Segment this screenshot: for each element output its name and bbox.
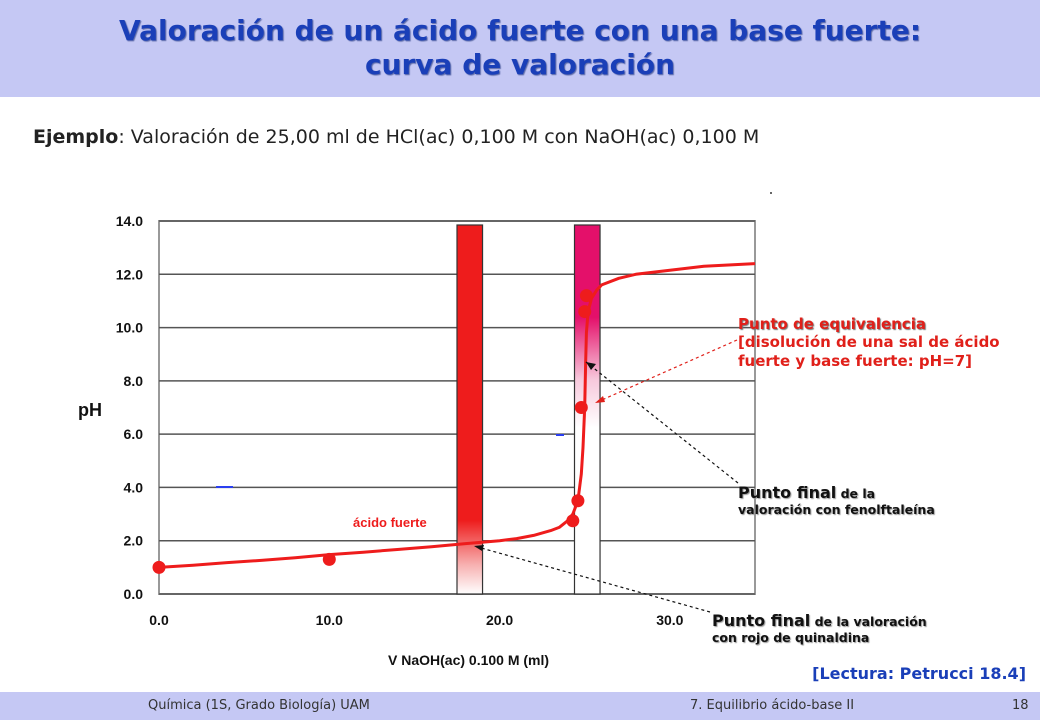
endpoint-quin-small: de la valoración <box>810 614 927 629</box>
y-tick-label: 2.0 <box>124 533 144 549</box>
annotation-endpoint-phenolphthalein: Punto final de la valoración con fenolft… <box>738 483 1018 518</box>
x-tick-label: 0.0 <box>149 612 169 628</box>
footer-topic: 7. Equilibrio ácido-base II <box>690 698 855 713</box>
annotation-arrows <box>473 339 739 613</box>
footer-page-number: 18 <box>1012 698 1029 713</box>
endpoint-quin-line2: con rojo de quinaldina <box>712 630 870 645</box>
title-line-1: Valoración de un ácido fuerte con una ba… <box>118 14 922 47</box>
page-title: Valoración de un ácido fuerte con una ba… <box>0 14 1040 82</box>
y-tick-label: 10.0 <box>116 320 143 336</box>
stray-dot <box>770 192 772 194</box>
reading-reference: [Lectura: Petrucci 18.4] <box>812 664 1026 683</box>
equivalence-title: Punto de equivalencia <box>738 315 926 333</box>
y-tick-label: 0.0 <box>124 586 144 602</box>
curve-point <box>566 514 580 528</box>
title-banner <box>0 0 1040 97</box>
x-tick-labels: 0.0 10.0 20.0 30.0 <box>149 612 683 628</box>
annotation-equivalence: Punto de equivalencia [disolución de una… <box>738 315 1018 371</box>
curve-point <box>322 552 336 566</box>
footer-course: Química (1S, Grado Biología) UAM <box>148 698 370 713</box>
y-tick-label: 6.0 <box>124 426 144 442</box>
endpoint-quin-title: Punto final <box>712 611 811 630</box>
title-line-2: curva de valoración <box>364 48 676 81</box>
y-axis-label: pH <box>78 400 102 420</box>
annotation-endpoint-quinaldine: Punto final de la valoración con rojo de… <box>712 611 1012 646</box>
curve-point <box>574 401 588 414</box>
example-label: Ejemplo <box>33 126 119 148</box>
equivalence-body: [disolución de una sal de ácido fuerte y… <box>738 333 1000 370</box>
curve-point <box>571 494 585 508</box>
endpoint-phenol-line2: valoración con fenolftaleína <box>738 502 935 517</box>
y-tick-label: 14.0 <box>116 213 143 229</box>
example-text: Ejemplo: Valoración de 25,00 ml de HCl(a… <box>33 126 759 148</box>
x-axis-label: V NaOH(ac) 0.100 M (ml) <box>388 652 549 668</box>
indicator-band <box>456 224 484 595</box>
curve-point <box>579 289 593 303</box>
curve-point <box>578 305 592 319</box>
x-tick-label: 10.0 <box>316 612 343 628</box>
x-tick-label: 30.0 <box>656 612 683 628</box>
y-tick-label: 12.0 <box>116 266 143 282</box>
y-tick-label: 4.0 <box>124 479 144 495</box>
curve-point <box>152 560 166 574</box>
indicator-bands <box>456 224 601 595</box>
y-tick-labels: 0.0 2.0 4.0 6.0 8.0 10.0 12.0 14.0 <box>116 213 143 602</box>
example-body: : Valoración de 25,00 ml de HCl(ac) 0,10… <box>118 126 760 148</box>
endpoint-phenol-title: Punto final <box>738 483 837 502</box>
footer-bar: Química (1S, Grado Biología) UAM 7. Equi… <box>0 692 1040 720</box>
y-tick-label: 8.0 <box>124 373 144 389</box>
curve-points <box>152 289 593 574</box>
endpoint-phenol-small: de la <box>836 486 876 501</box>
x-tick-label: 20.0 <box>486 612 513 628</box>
curve-label: ácido fuerte <box>353 515 427 530</box>
